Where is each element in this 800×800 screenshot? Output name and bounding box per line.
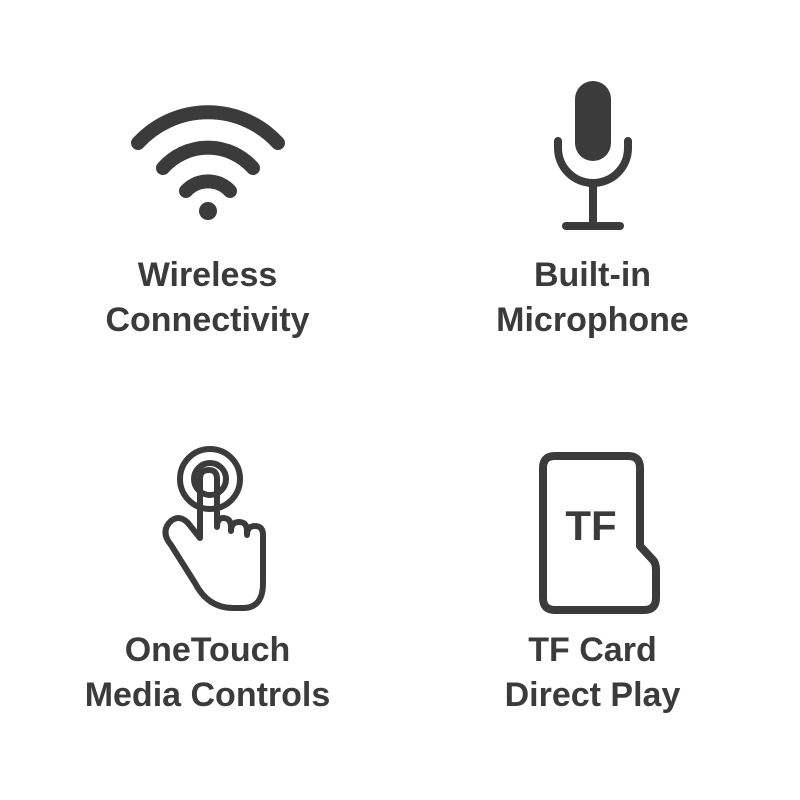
feature-label-microphone: Built-in Microphone bbox=[496, 253, 689, 341]
feature-onetouch: OneTouch Media Controls bbox=[30, 415, 385, 760]
wifi-icon bbox=[118, 83, 298, 233]
feature-microphone: Built-in Microphone bbox=[415, 40, 770, 385]
tf-card-text: TF bbox=[565, 502, 616, 549]
feature-label-wireless: Wireless Connectivity bbox=[105, 253, 309, 341]
feature-label-onetouch: OneTouch Media Controls bbox=[85, 628, 331, 716]
tf-card-icon: TF bbox=[523, 458, 663, 608]
feature-wireless: Wireless Connectivity bbox=[30, 40, 385, 385]
touch-icon bbox=[133, 458, 283, 608]
feature-label-tfcard: TF Card Direct Play bbox=[505, 628, 681, 716]
feature-tfcard: TF TF Card Direct Play bbox=[415, 415, 770, 760]
microphone-icon bbox=[538, 83, 648, 233]
